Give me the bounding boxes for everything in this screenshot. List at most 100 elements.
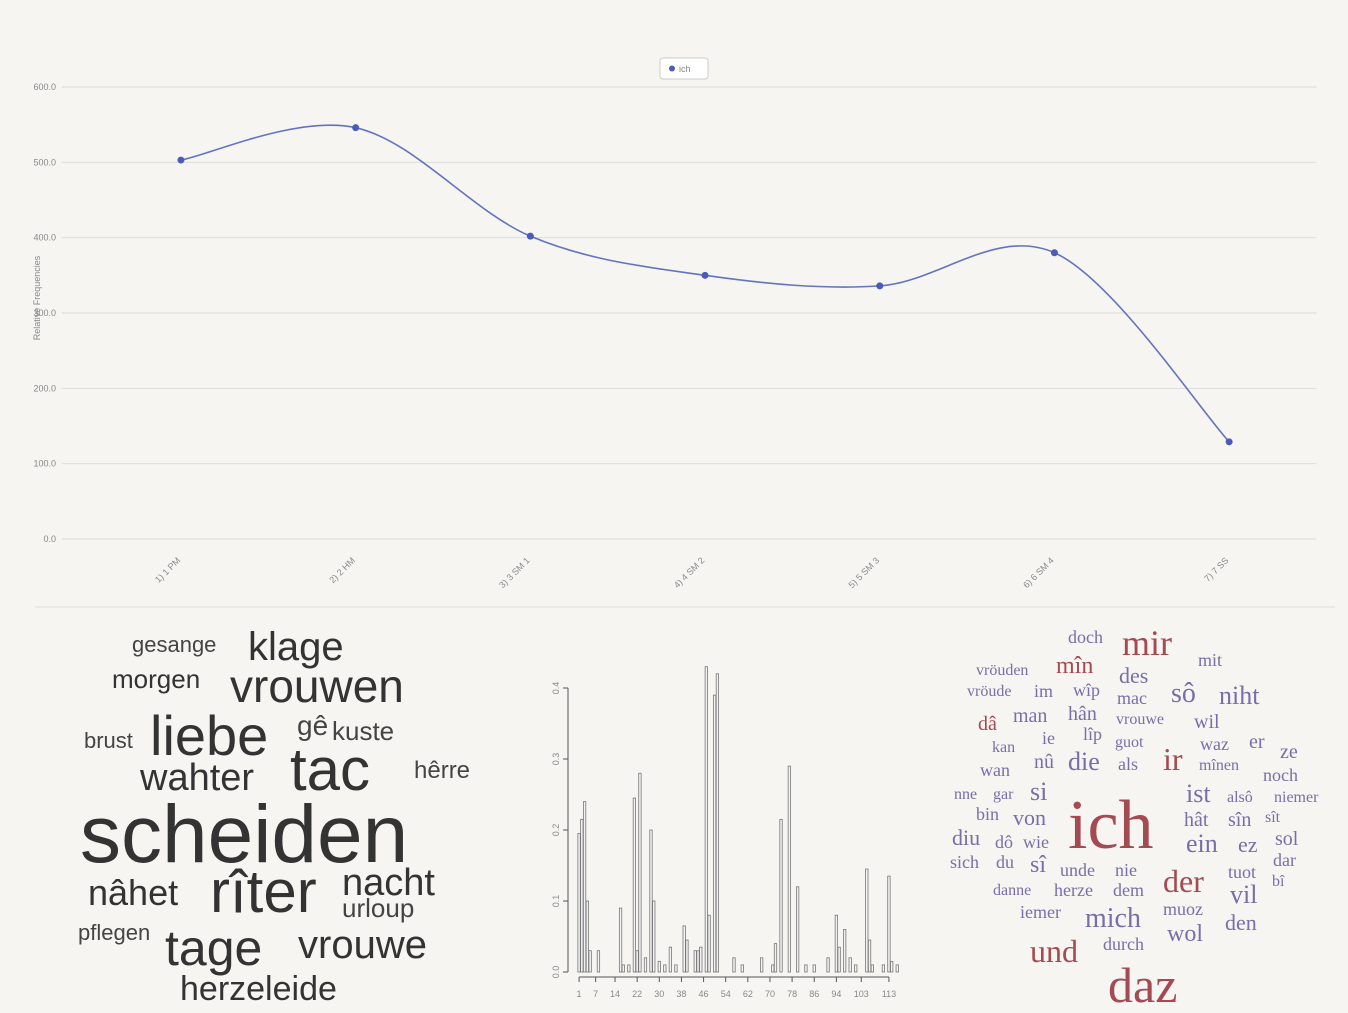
point [1225,438,1233,446]
cloud-word: scheiden [80,789,408,880]
x-tick-label: 103 [854,989,869,999]
cloud-word: im [1034,681,1053,701]
legend-label: ich [679,64,691,74]
cloud-word: mînen [1199,757,1239,774]
bar [632,797,637,973]
x-tick-label: 3) 3 SM 1 [497,555,532,590]
cloud-word: doch [1068,627,1103,647]
y-tick-label: 200.0 [33,383,56,393]
bar [618,907,623,973]
bar [699,946,703,973]
cloud-word: kuste [332,716,394,746]
cloud-word: sîn [1228,809,1251,831]
cloud-word: danne [993,882,1031,899]
cloud-word: sô [1171,678,1196,709]
bar [657,960,661,973]
cloud-word: waz [1200,734,1229,754]
x-tick-label: 1) 1 PM [153,555,182,584]
cloud-word: vröude [967,683,1011,700]
cloud-word: wan [980,760,1010,780]
cloud-word: den [1225,910,1257,935]
cloud-word: si [1030,777,1047,806]
x-tick-label: 7 [593,989,598,999]
cloud-word: tage [165,920,262,976]
bar [674,964,678,973]
bar [652,900,656,973]
cloud-word: hât [1184,809,1209,831]
bar [779,818,783,973]
point [177,156,185,164]
y-tick-label: 300.0 [33,308,56,318]
cloud-word: dâ [978,713,997,735]
cloud-word: dô [995,832,1013,852]
bar [848,957,852,973]
x-tick-label: 30 [654,989,664,999]
bar [787,765,791,973]
y-tick-label: 0.1 [551,895,561,908]
bar [621,964,625,973]
y-tick-label: 0.3 [551,753,561,766]
x-tick-label: 54 [721,989,731,999]
cloud-word: sich [950,852,979,872]
cloud-word: kan [992,739,1015,756]
cloud-word: pflegen [78,920,150,945]
x-tick-label: 113 [882,989,896,999]
cloud-word: lîp [1083,724,1102,744]
bar [635,950,639,973]
cloud-word: sî [1030,852,1047,878]
cloud-word: morgen [112,664,200,694]
y-tick-label: 0.2 [551,824,561,837]
cloud-word: tuot [1228,862,1256,882]
cloud-word: vrouwe [298,923,427,967]
cloud-word: ich [1068,787,1154,864]
cloud-word: von [1013,805,1046,830]
cloud-word: vröuden [976,662,1028,679]
cloud-word: ie [1042,728,1055,748]
y-tick-label: 0.0 [43,534,56,544]
bar [881,964,886,973]
cloud-word: gê [297,710,328,741]
x-tick-label: 22 [632,989,642,999]
cloud-word: hân [1068,703,1097,725]
cloud-word: mich [1085,903,1141,934]
cloud-word: diu [952,825,980,850]
cloud-word: vrouwen [230,660,404,712]
cloud-word: tac [290,736,370,803]
cloud-word: er [1249,731,1265,753]
point [876,282,884,290]
bar [577,833,581,973]
y-axis-label: Relative Frequencies [32,255,42,340]
cloud-word: rîter [210,858,317,925]
bar [713,694,717,973]
cloud-word: muoz [1163,899,1203,919]
cloud-word: daz [1108,957,1177,1013]
cloud-word: mit [1198,650,1222,670]
y-tick-label: 400.0 [33,233,56,243]
point [526,232,534,240]
cloud-word: der [1163,863,1204,899]
cloud-word: ist [1186,779,1211,808]
cloud-word: ir [1163,741,1183,777]
bar [685,939,689,973]
cloud-word: bin [976,804,999,824]
cloud-word: sol [1275,828,1299,850]
bar [596,950,601,973]
cloud-word: urloup [342,893,414,923]
x-tick-label: 7) 7 SS [1202,555,1230,583]
y-tick-label: 600.0 [33,82,56,92]
cloud-word: niemer [1274,789,1319,806]
bar [649,829,653,973]
bar [704,666,708,973]
bar [887,875,891,973]
bar [740,964,744,973]
cloud-word: wîp [1073,680,1100,700]
bar [773,943,778,973]
x-tick-label: 6) 6 SM 4 [1021,555,1056,590]
cloud-word: hêrre [414,757,470,784]
bar [890,960,894,973]
bar [771,964,775,973]
bar [583,801,587,973]
cloud-word: und [1030,933,1078,969]
cloud-word: ein [1186,829,1218,858]
y-tick-label: 100.0 [33,459,56,469]
